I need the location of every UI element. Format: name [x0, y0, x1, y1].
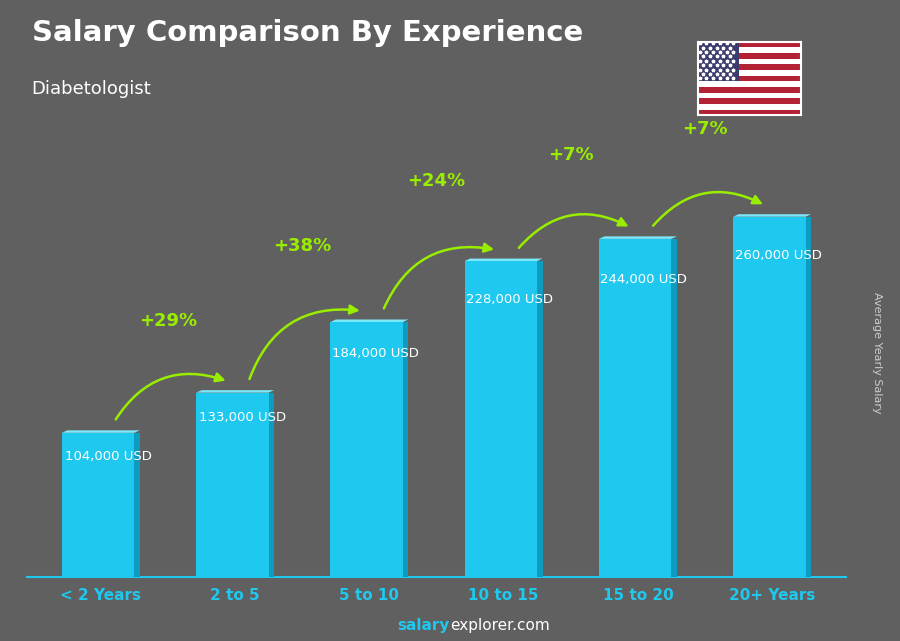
- Text: Diabetologist: Diabetologist: [32, 80, 151, 98]
- Bar: [268, 393, 274, 577]
- Bar: [698, 93, 801, 98]
- Text: 133,000 USD: 133,000 USD: [199, 411, 286, 424]
- Text: 104,000 USD: 104,000 USD: [65, 450, 151, 463]
- Bar: [698, 76, 801, 81]
- Bar: [698, 110, 801, 115]
- Bar: [734, 217, 806, 577]
- Polygon shape: [734, 214, 811, 217]
- Bar: [698, 64, 801, 70]
- Bar: [698, 59, 801, 64]
- Bar: [698, 53, 801, 59]
- Text: 184,000 USD: 184,000 USD: [332, 347, 419, 360]
- Text: +29%: +29%: [139, 312, 197, 330]
- Text: +7%: +7%: [548, 146, 594, 164]
- Polygon shape: [330, 319, 409, 322]
- Bar: [698, 42, 739, 81]
- Polygon shape: [62, 430, 140, 433]
- Text: +7%: +7%: [682, 120, 728, 138]
- Text: +38%: +38%: [273, 237, 331, 256]
- Bar: [134, 433, 140, 577]
- Text: 228,000 USD: 228,000 USD: [466, 293, 553, 306]
- Bar: [806, 217, 811, 577]
- Polygon shape: [599, 237, 677, 239]
- Bar: [698, 70, 801, 76]
- Bar: [671, 239, 677, 577]
- Text: 260,000 USD: 260,000 USD: [734, 249, 822, 262]
- Bar: [698, 42, 801, 47]
- Polygon shape: [464, 258, 543, 261]
- Bar: [330, 322, 403, 577]
- Bar: [599, 239, 671, 577]
- Bar: [698, 81, 801, 87]
- Text: +24%: +24%: [408, 172, 465, 190]
- Text: 244,000 USD: 244,000 USD: [600, 272, 688, 286]
- Bar: [464, 261, 537, 577]
- Bar: [62, 433, 134, 577]
- Bar: [403, 322, 409, 577]
- Text: Average Yearly Salary: Average Yearly Salary: [871, 292, 882, 413]
- Text: explorer.com: explorer.com: [450, 619, 550, 633]
- Bar: [698, 98, 801, 104]
- Bar: [698, 47, 801, 53]
- Bar: [196, 393, 268, 577]
- Bar: [537, 261, 543, 577]
- Text: salary: salary: [398, 619, 450, 633]
- Text: Salary Comparison By Experience: Salary Comparison By Experience: [32, 19, 583, 47]
- Bar: [698, 87, 801, 93]
- Bar: [698, 104, 801, 110]
- Polygon shape: [196, 390, 274, 393]
